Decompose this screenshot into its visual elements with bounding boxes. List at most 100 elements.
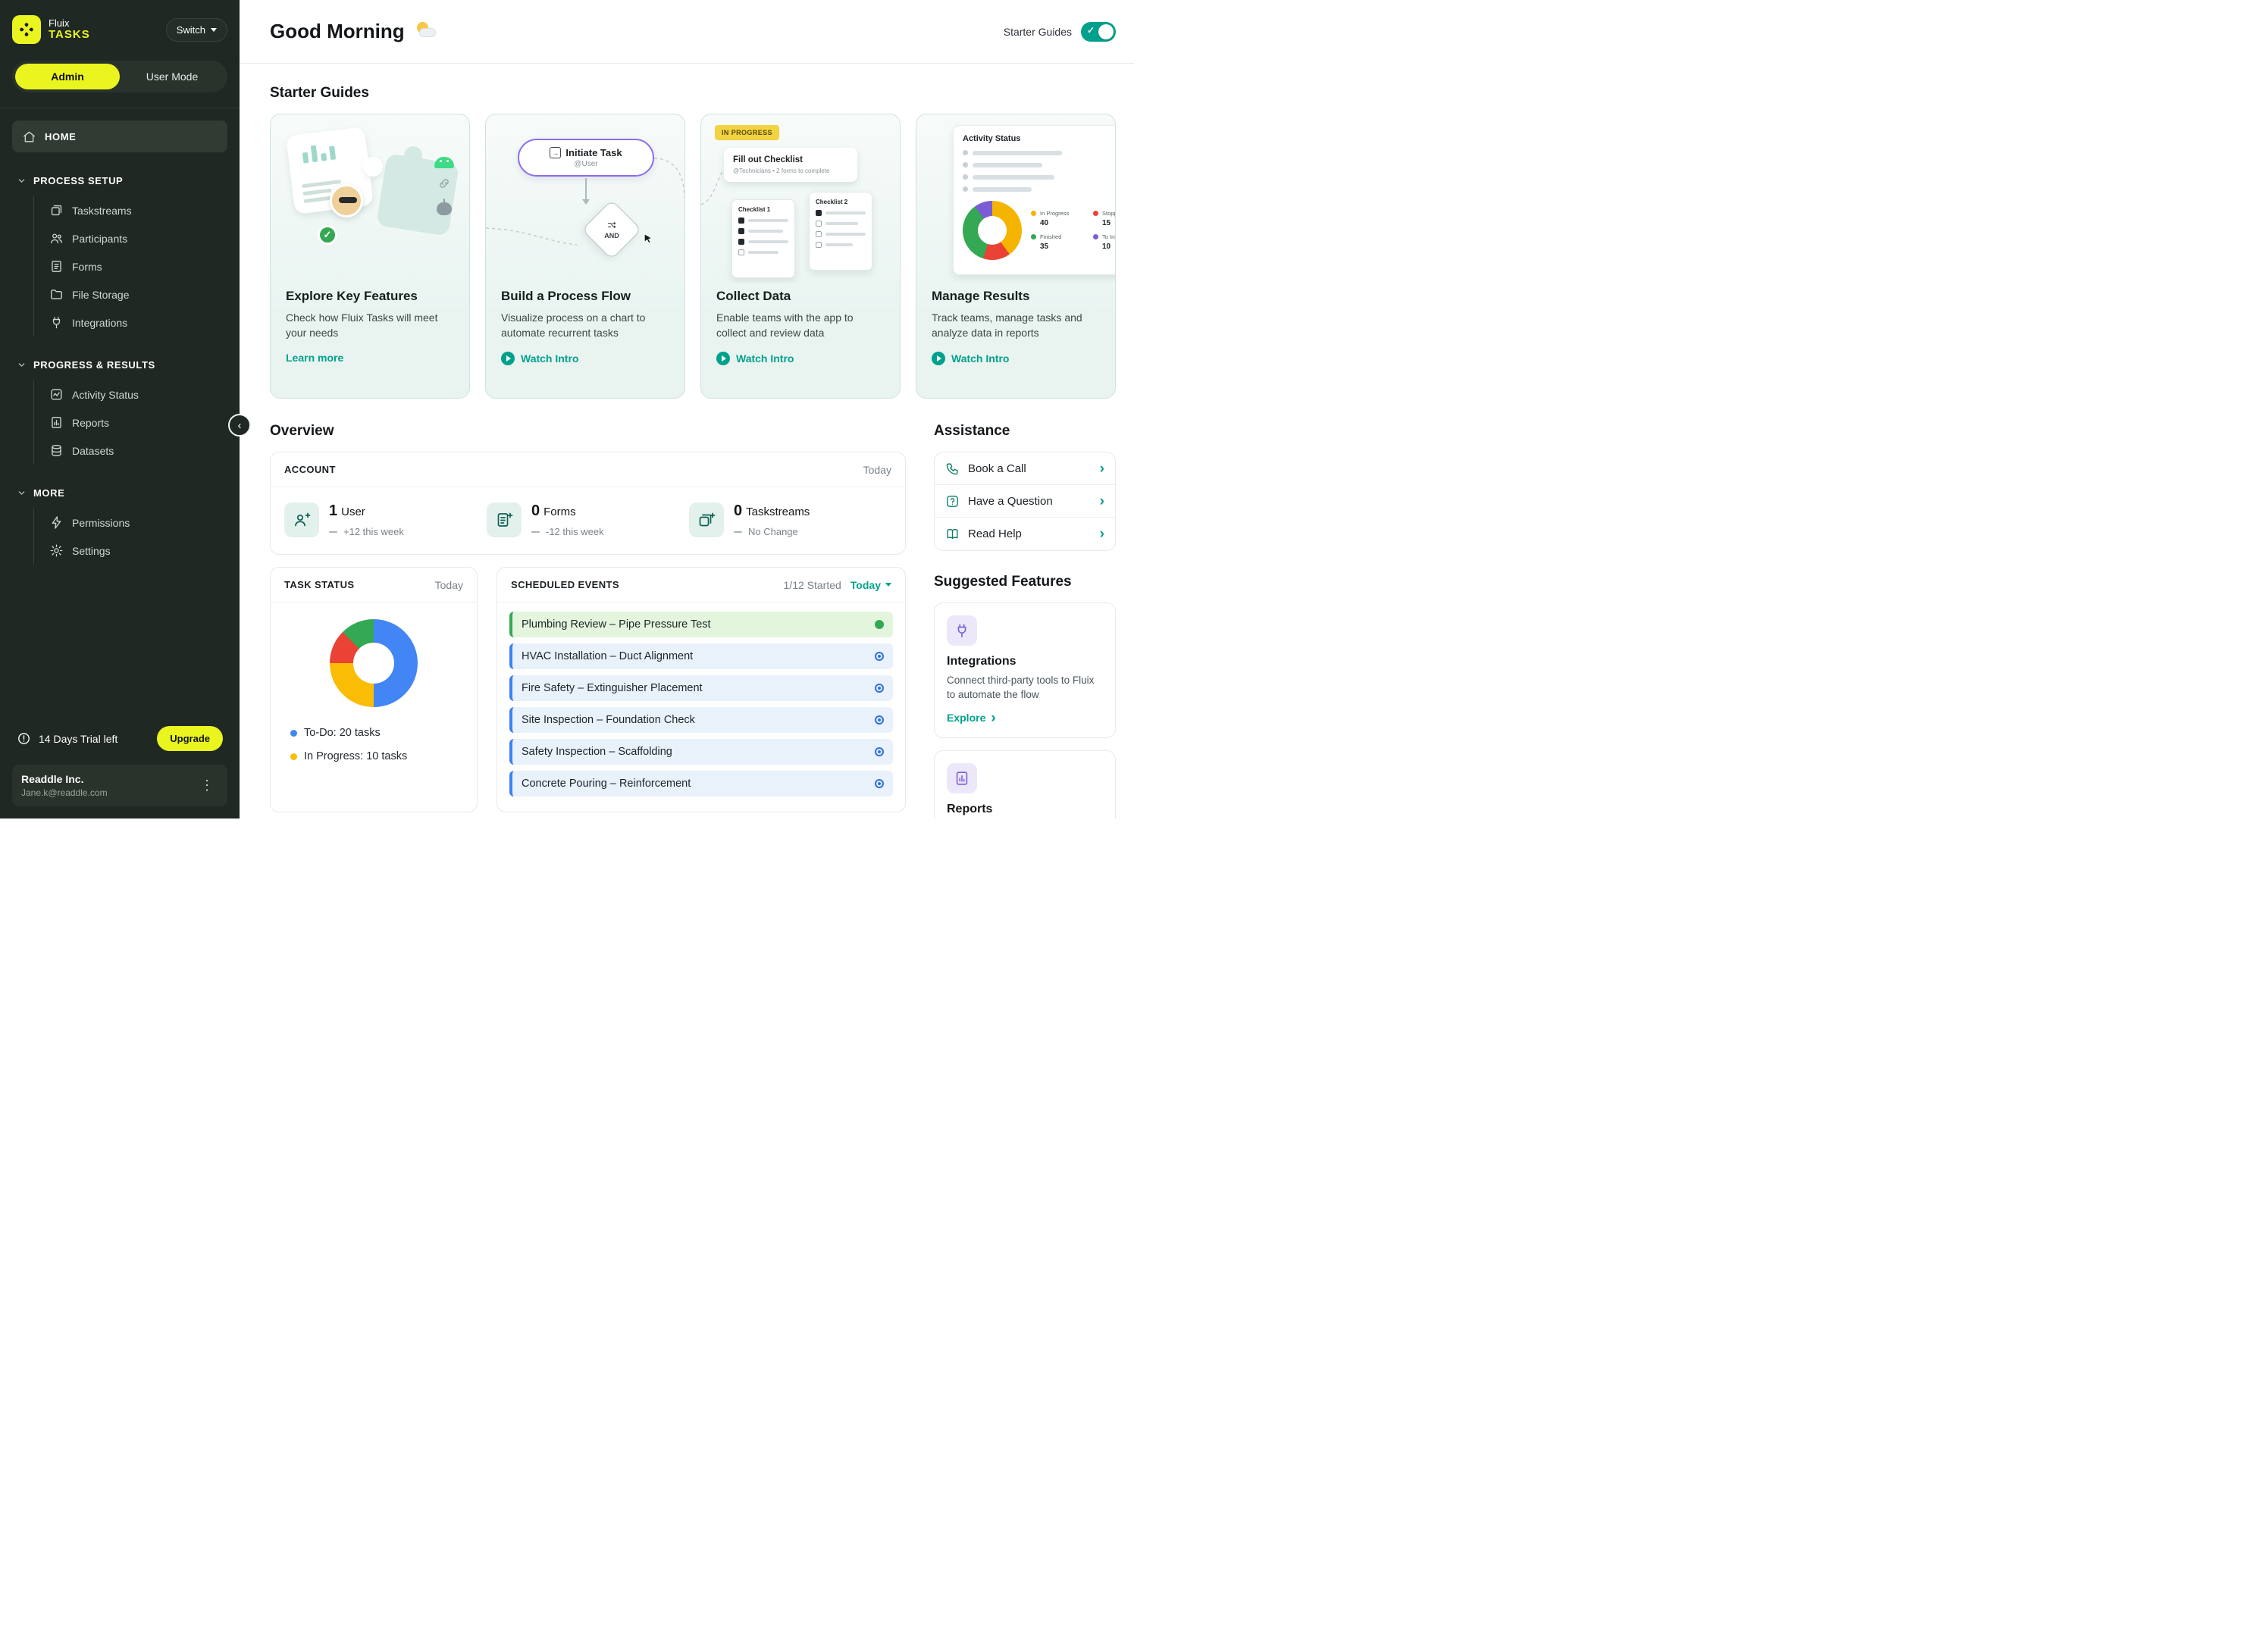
legend-label: In Progress: 10 tasks	[304, 750, 408, 762]
chevron-down-icon	[885, 583, 891, 587]
read-help-row[interactable]: Read Help ›	[935, 518, 1115, 550]
assistance-label: Read Help	[968, 527, 1022, 540]
account-panel-title: ACCOUNT	[284, 464, 336, 475]
admin-mode-button[interactable]: Admin	[15, 64, 120, 89]
cursor-icon	[642, 233, 654, 245]
datasets-icon	[49, 443, 64, 458]
guide-card-collect-data[interactable]: IN PROGRESS Fill out Checklist @Technici…	[700, 114, 901, 399]
taskstream-plus-icon	[689, 502, 724, 537]
sidebar-item-permissions[interactable]: Permissions	[43, 509, 227, 537]
starter-guides-cards: ✓ Explore Key Features Check how Fluix T…	[270, 114, 1116, 399]
mini-legend-item: To Initi 10	[1093, 233, 1115, 251]
suggested-card-integrations[interactable]: Integrations Connect third-party tools t…	[934, 603, 1116, 738]
forms-icon	[49, 259, 64, 274]
overview-heading: Overview	[270, 423, 334, 439]
suggested-card-title: Reports	[947, 802, 993, 815]
kebab-menu-icon[interactable]: ⋮	[200, 778, 214, 793]
legend-dot	[290, 729, 297, 737]
switch-workspace-button[interactable]: Switch	[165, 17, 227, 42]
watch-intro-link[interactable]: Watch Intro	[932, 351, 1100, 365]
user-mode-button[interactable]: User Mode	[146, 70, 199, 83]
assistance-heading: Assistance	[934, 423, 1010, 439]
apple-icon	[437, 199, 452, 215]
trial-row: 14 Days Trial left Upgrade	[12, 723, 227, 754]
explore-link[interactable]: Explore ›	[947, 711, 1103, 725]
guide-card-manage-results[interactable]: Activity Status In Progress 40	[916, 114, 1116, 399]
sidebar-item-settings[interactable]: Settings	[43, 537, 227, 565]
assistance-label: Book a Call	[968, 462, 1026, 475]
nav-header-progress-results[interactable]: PROGRESS & RESULTS	[12, 353, 227, 376]
sidebar-item-integrations[interactable]: Integrations	[43, 308, 227, 336]
assistance-panel: Book a Call › Have a Question ›	[934, 452, 1116, 551]
sidebar-item-file-storage[interactable]: File Storage	[43, 280, 227, 308]
page-title: Good Morning	[270, 20, 405, 42]
avatar	[330, 184, 363, 218]
sidebar-item-forms[interactable]: Forms	[43, 252, 227, 280]
logo-text: Fluix TASKS	[49, 18, 90, 40]
event-row[interactable]: Site Inspection – Foundation Check	[509, 707, 893, 733]
card-description: Track teams, manage tasks and analyze da…	[932, 311, 1082, 340]
sidebar-item-participants[interactable]: Participants	[43, 224, 227, 252]
checklist-card-subtitle: @Technicians • 2 forms to complete	[733, 167, 830, 174]
event-status-icon	[875, 652, 884, 661]
sidebar-collapse-button[interactable]: ‹	[228, 414, 251, 437]
stat-label: User	[341, 505, 365, 518]
fill-out-checklist-card: Fill out Checklist @Technicians • 2 form…	[724, 148, 857, 182]
task-status-title: TASK STATUS	[284, 579, 355, 590]
stat-taskstreams: 0 Taskstreams No Change	[689, 502, 891, 537]
nav-header-more[interactable]: MORE	[12, 481, 227, 504]
stat-value: 1	[329, 502, 338, 519]
chevron-down-icon	[18, 362, 25, 367]
watch-intro-link[interactable]: Watch Intro	[716, 351, 885, 365]
learn-more-link[interactable]: Learn more	[286, 352, 454, 364]
flow-node-user: @User	[574, 160, 598, 168]
checklist-2: Checklist 2	[809, 192, 872, 271]
event-row[interactable]: Plumbing Review – Pipe Pressure Test	[509, 612, 893, 637]
sidebar-item-home[interactable]: HOME	[12, 121, 227, 152]
events-filter-dropdown[interactable]: Today	[850, 579, 891, 591]
guide-card-explore-key-features[interactable]: ✓ Explore Key Features Check how Fluix T…	[270, 114, 470, 399]
event-row[interactable]: Concrete Pouring – Reinforcement	[509, 771, 893, 797]
sidebar-item-taskstreams[interactable]: Taskstreams	[43, 196, 227, 224]
event-row[interactable]: Fire Safety – Extinguisher Placement	[509, 675, 893, 701]
play-icon	[932, 351, 945, 365]
user-plus-icon	[284, 502, 319, 537]
guide-card-build-process-flow[interactable]: → Initiate Task @User AND	[485, 114, 685, 399]
have-a-question-row[interactable]: Have a Question ›	[935, 485, 1115, 518]
reports-icon	[49, 415, 64, 430]
event-row[interactable]: Safety Inspection – Scaffolding	[509, 739, 893, 765]
chevron-down-icon	[18, 178, 25, 183]
sidebar-item-reports[interactable]: Reports	[43, 408, 227, 437]
trend-dash-icon	[531, 531, 540, 533]
suggested-card-reports[interactable]: Reports	[934, 750, 1116, 818]
nav-item-label: Reports	[72, 416, 110, 429]
bolt-icon	[49, 515, 64, 530]
mini-legend-item: In Progress 40	[1031, 210, 1085, 227]
checklist-card-title: Fill out Checklist	[733, 155, 804, 164]
event-row[interactable]: HVAC Installation – Duct Alignment	[509, 643, 893, 669]
account-email: Jane.k@readdle.com	[21, 787, 108, 798]
starter-guides-toggle[interactable]: ✓	[1081, 21, 1116, 42]
sidebar-item-datasets[interactable]: Datasets	[43, 437, 227, 465]
main-area: Good Morning Starter Guides ✓ Starter Gu…	[240, 0, 1134, 818]
checklist-1: Checklist 1	[731, 199, 795, 278]
arrow-down-icon	[582, 199, 590, 205]
chevron-right-icon: ›	[1099, 526, 1104, 542]
question-circle-icon	[945, 494, 960, 509]
in-progress-badge: IN PROGRESS	[715, 125, 779, 140]
nav-header-process-setup[interactable]: PROCESS SETUP	[12, 169, 227, 192]
book-icon	[945, 527, 960, 541]
sidebar-item-activity-status[interactable]: Activity Status	[43, 380, 227, 408]
action-label: Explore	[947, 712, 986, 725]
account-card[interactable]: Readdle Inc. Jane.k@readdle.com ⋮	[12, 765, 227, 806]
chevron-right-icon: ›	[991, 709, 996, 726]
assistance-label: Have a Question	[968, 494, 1053, 508]
mini-legend-item: Finished 35	[1031, 233, 1085, 251]
card-title: Build a Process Flow	[501, 289, 631, 303]
book-a-call-row[interactable]: Book a Call ›	[935, 452, 1115, 485]
upgrade-button[interactable]: Upgrade	[157, 726, 223, 751]
nav-item-label: Permissions	[72, 516, 130, 529]
plug-icon	[947, 615, 977, 646]
event-label: Safety Inspection – Scaffolding	[522, 746, 672, 758]
watch-intro-link[interactable]: Watch Intro	[501, 351, 669, 365]
